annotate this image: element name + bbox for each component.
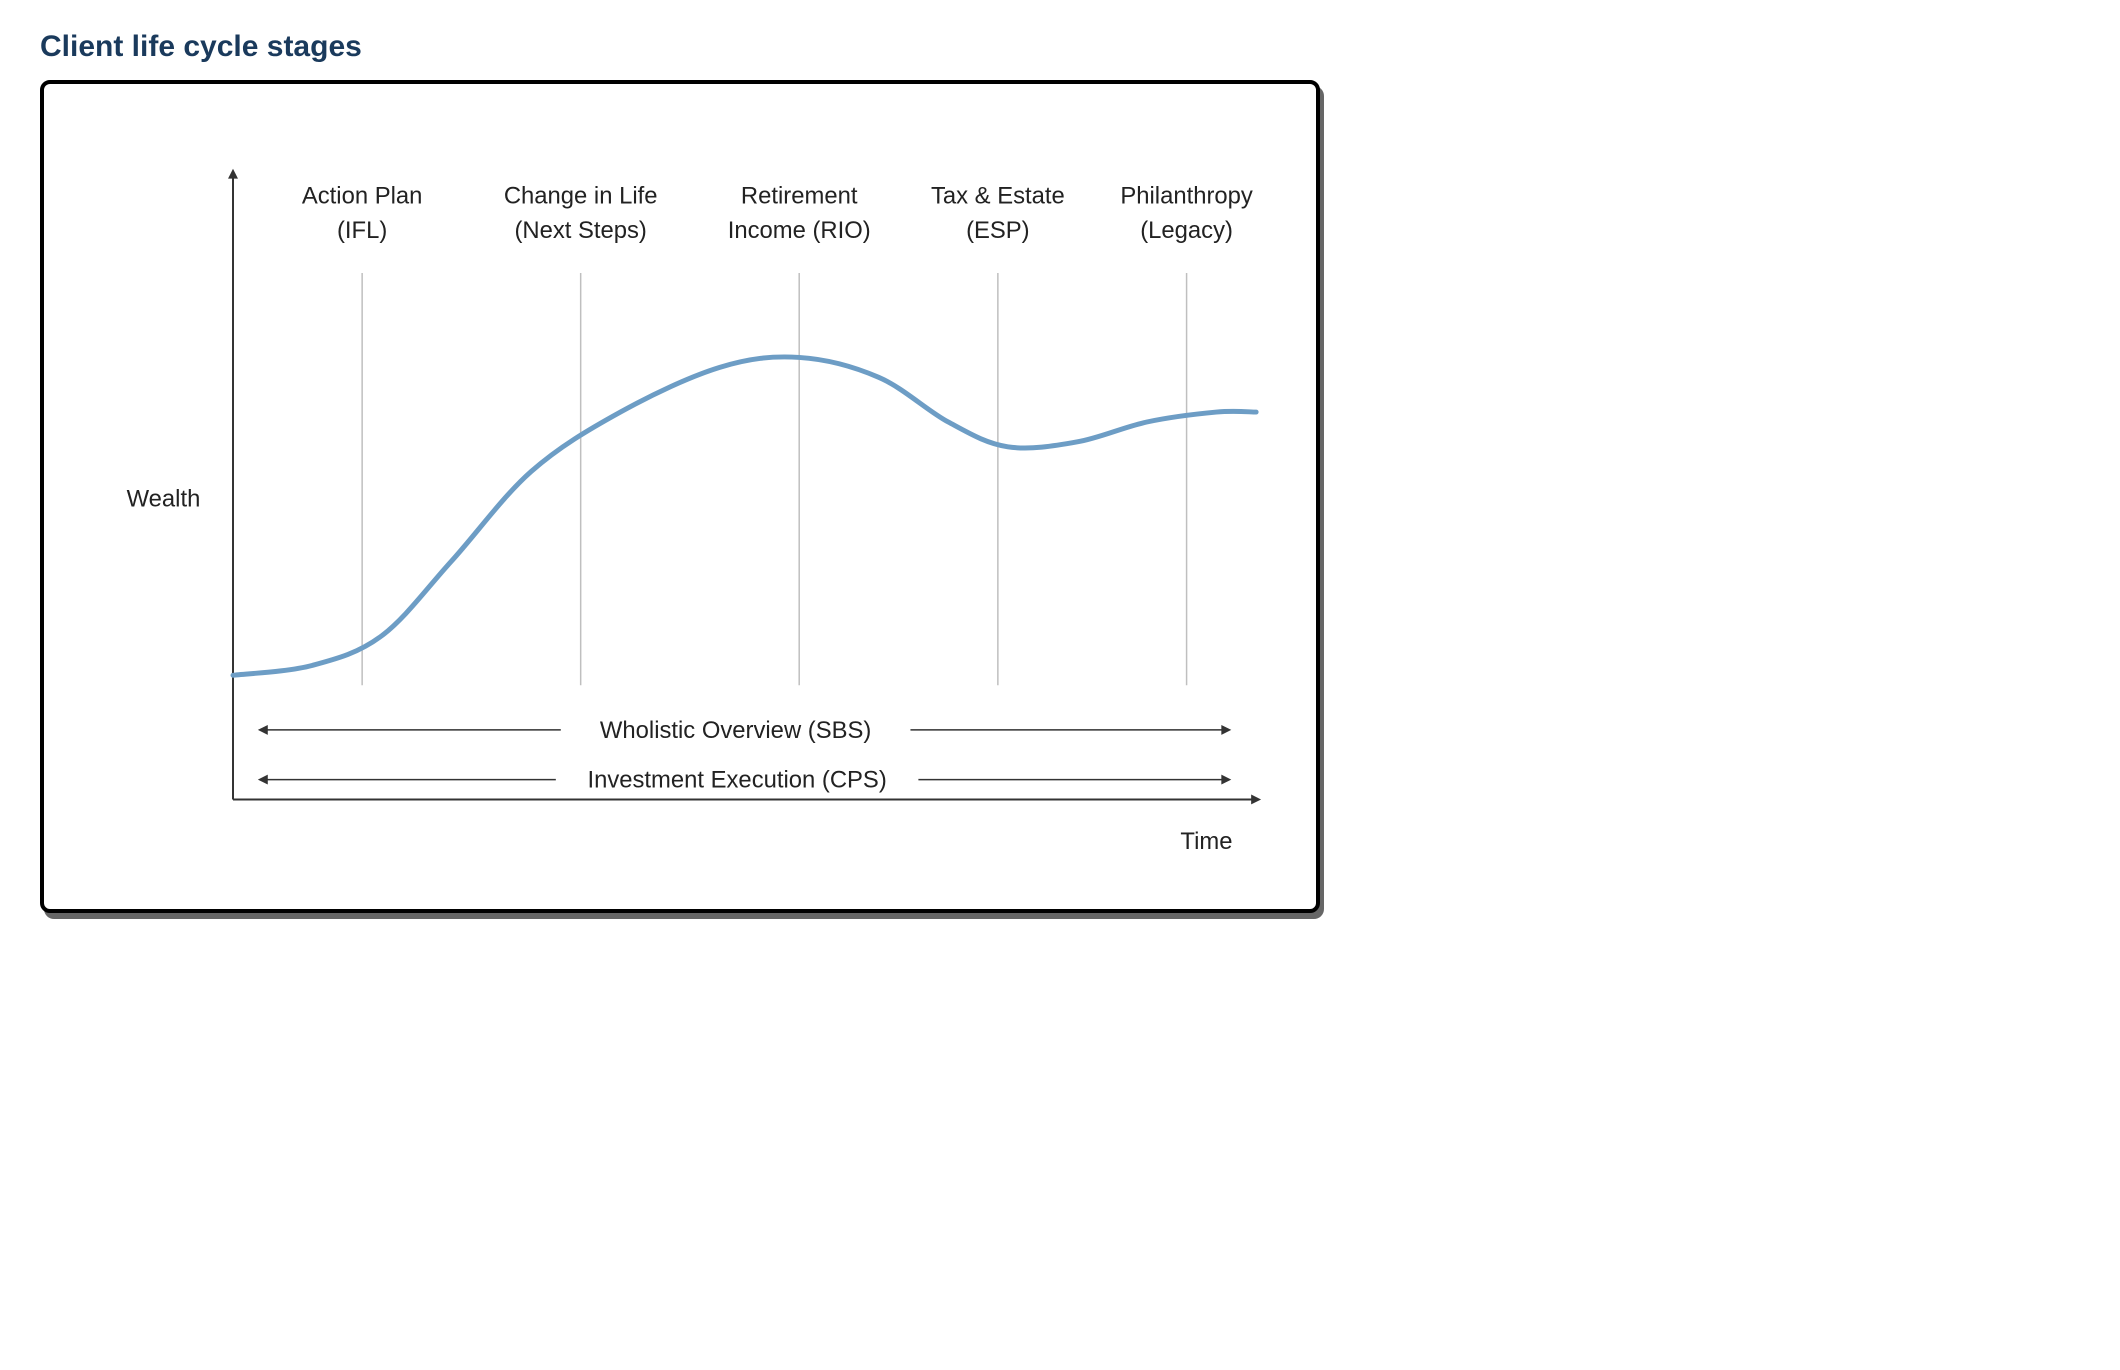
stage-label-line1: Action Plan	[302, 182, 423, 209]
y-axis-label: Wealth	[127, 485, 201, 512]
wealth-curve	[233, 357, 1256, 675]
stage-label-line2: (IFL)	[337, 217, 387, 244]
span-label: Investment Execution (CPS)	[587, 767, 886, 794]
stage-label-line1: Change in Life	[504, 182, 658, 209]
stage-label-line2: (Next Steps)	[514, 217, 646, 244]
span-label: Wholistic Overview (SBS)	[600, 717, 871, 744]
page-title: Client life cycle stages	[40, 30, 2080, 64]
stage-label-line2: (ESP)	[966, 217, 1030, 244]
lifecycle-chart: Wealth Time Action Plan (IFL) Change in Life…	[84, 124, 1276, 879]
chart-frame: Wealth Time Action Plan (IFL) Change in Life…	[40, 80, 1320, 913]
stage-label-line2: (Legacy)	[1140, 217, 1233, 244]
stage-label-line1: Tax & Estate	[931, 182, 1065, 209]
stage-label-line1: Philanthropy	[1120, 182, 1253, 209]
x-axis-label: Time	[1180, 828, 1232, 855]
stage-label-line1: Retirement	[741, 182, 858, 209]
stage-label-line2: Income (RIO)	[728, 217, 871, 244]
